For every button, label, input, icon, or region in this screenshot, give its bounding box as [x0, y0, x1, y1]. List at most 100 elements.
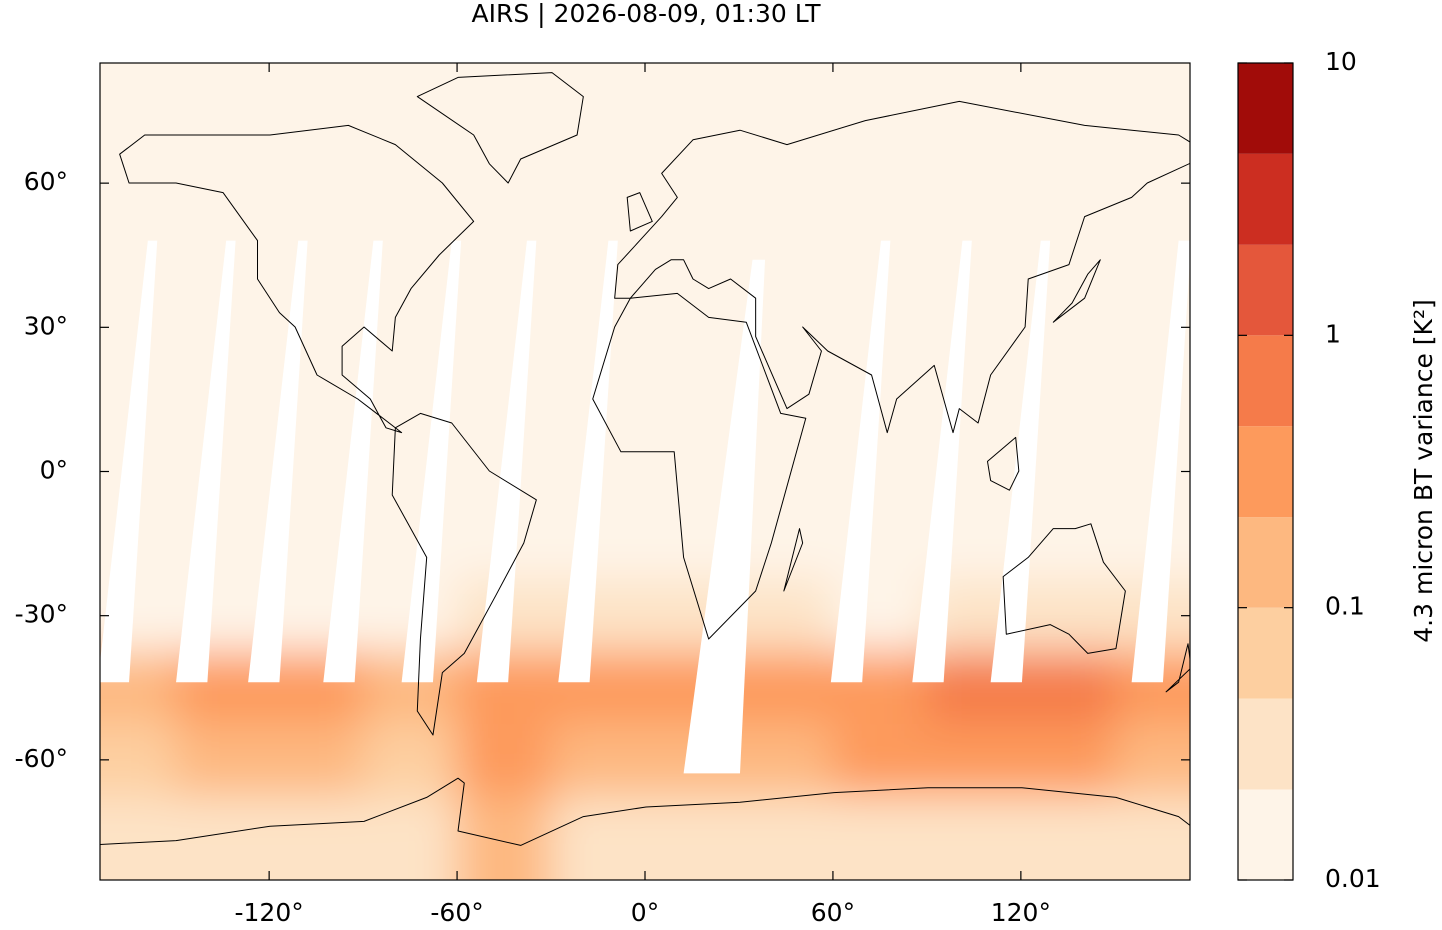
swath-gap: [323, 240, 383, 683]
variance-cell: [645, 795, 740, 880]
colorbar-band: [1238, 698, 1293, 790]
variance-cell: [738, 63, 834, 149]
variance-cell: [363, 507, 459, 581]
variance-cell: [738, 579, 834, 653]
coastlines: [82, 73, 1210, 846]
variance-cell: [1020, 507, 1116, 581]
coastline: [627, 193, 652, 231]
coastline: [593, 293, 806, 639]
colorbar-band: [1238, 335, 1293, 427]
colorbar-tick-label: 10: [1325, 47, 1357, 76]
variance-cell: [269, 219, 365, 293]
colorbar-band: [1238, 607, 1293, 699]
variance-cell: [363, 63, 459, 149]
coastline: [1053, 260, 1100, 322]
plot-area: [82, 63, 1210, 880]
variance-cell: [175, 147, 271, 221]
variance-cell: [1020, 219, 1116, 293]
variance-cell: [269, 723, 365, 797]
variance-cell: [1020, 579, 1116, 653]
variance-cell: [269, 795, 365, 880]
variance-cell: [1114, 723, 1190, 797]
coastline: [1003, 524, 1125, 654]
chart-title: AIRS | 2026-08-09, 01:30 LT: [472, 0, 822, 28]
variance-cell: [738, 507, 834, 581]
variance-cell: [100, 723, 177, 797]
swaths: [100, 240, 1190, 774]
variance-cell: [926, 795, 1022, 880]
variance-cell: [175, 435, 271, 509]
colorbar-band: [1238, 789, 1293, 880]
y-tick-label: -30°: [15, 600, 68, 629]
variance-cell: [100, 651, 177, 725]
coastline: [987, 437, 1018, 490]
coastline: [784, 529, 803, 591]
coastline: [615, 101, 1210, 432]
x-tick-label: 120°: [991, 898, 1051, 927]
variance-cell: [1020, 63, 1116, 149]
variance-cell: [100, 363, 177, 437]
variance-cell: [926, 723, 1022, 797]
colorbar-band: [1238, 426, 1293, 518]
swath-gap: [558, 240, 618, 683]
colorbar-band: [1238, 63, 1293, 154]
swath-gap: [248, 240, 308, 683]
variance-cell: [926, 147, 1022, 221]
variance-cell: [926, 363, 1022, 437]
variance-cell: [832, 723, 928, 797]
variance-cell: [738, 795, 834, 880]
variance-cell: [926, 63, 1022, 149]
colorbar-label: 4.3 micron BT variance [K²]: [1409, 299, 1438, 642]
swath-gap: [830, 240, 891, 683]
variance-cell: [269, 147, 365, 221]
variance-cell: [363, 147, 459, 221]
colorbar-band: [1238, 244, 1293, 336]
variance-cell: [645, 147, 740, 221]
swath-gap: [1131, 240, 1190, 683]
variance-cell: [738, 147, 834, 221]
variance-cell: [645, 219, 740, 293]
coastline: [392, 413, 536, 735]
variance-cell: [100, 63, 177, 149]
variance-cell: [269, 291, 365, 365]
variance-cell: [175, 723, 271, 797]
y-tick-label: 60°: [24, 167, 68, 196]
variance-cell: [100, 147, 177, 221]
swath-gap: [100, 240, 158, 683]
variance-cell: [832, 795, 928, 880]
colorbar-band: [1238, 153, 1293, 245]
variance-cell: [1114, 795, 1190, 880]
variance-cell: [738, 723, 834, 797]
coastline: [417, 73, 583, 183]
variance-cell: [1020, 795, 1116, 880]
variance-cell: [551, 147, 646, 221]
variance-cell: [926, 291, 1022, 365]
variance-cell: [100, 507, 177, 581]
variance-cell: [100, 795, 177, 880]
y-tick-label: 30°: [24, 311, 68, 340]
swath-gap: [176, 240, 236, 683]
colorbar-tick-label: 0.01: [1325, 864, 1381, 893]
colorbar-tick-label: 1: [1325, 319, 1341, 348]
variance-cell: [1114, 63, 1190, 149]
variance-cell: [832, 435, 928, 509]
variance-cell: [551, 63, 646, 149]
swath-gap: [476, 240, 537, 683]
coastline: [120, 125, 474, 432]
x-tick-label: 0°: [631, 898, 659, 927]
variance-cell: [457, 363, 553, 437]
swath-gap: [912, 240, 972, 683]
coastline: [1166, 644, 1191, 692]
variance-cell: [1020, 723, 1116, 797]
variance-cell: [457, 291, 553, 365]
swath-gap: [990, 240, 1051, 683]
y-tick-label: 0°: [40, 456, 68, 485]
x-tick-label: 60°: [811, 898, 855, 927]
x-tick-label: -60°: [430, 898, 483, 927]
coastline: [82, 778, 1210, 845]
variance-cell: [926, 219, 1022, 293]
colorbar-band: [1238, 517, 1293, 608]
variance-cell: [1114, 147, 1190, 221]
swath-gap: [401, 240, 462, 683]
variance-cell: [457, 219, 553, 293]
